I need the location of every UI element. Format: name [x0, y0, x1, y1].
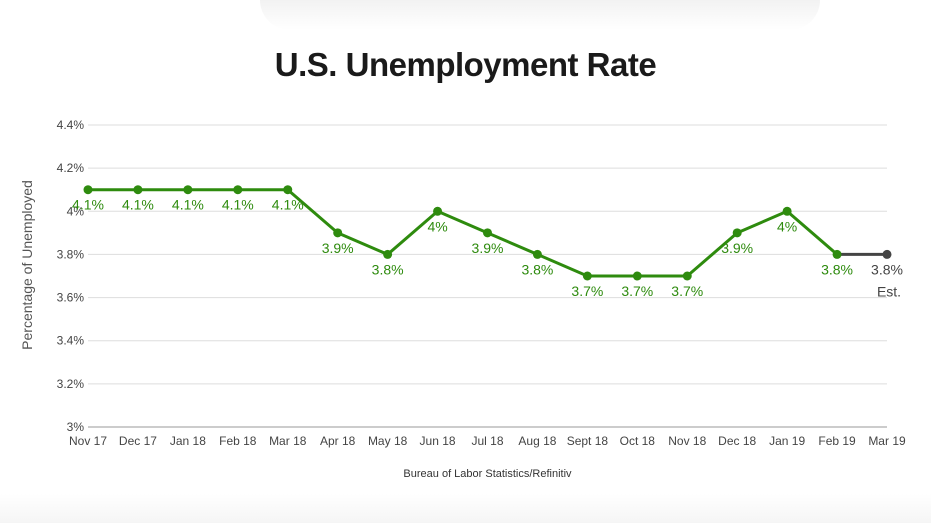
data-point [133, 185, 143, 195]
x-tick-label: Feb 19 [818, 434, 856, 448]
x-tick-label: Dec 17 [119, 434, 157, 448]
data-label: 4.1% [122, 197, 154, 213]
y-tick-label: 3.6% [57, 291, 85, 305]
data-label: 4.1% [72, 197, 104, 213]
series-line-actual [88, 188, 839, 278]
data-label: 4% [427, 218, 447, 234]
data-point [433, 206, 443, 216]
data-label: 3.7% [571, 283, 603, 299]
data-point [333, 228, 343, 238]
data-label: 3.7% [621, 283, 653, 299]
top-shade [260, 0, 820, 30]
y-tick-labels: 3% 3.2% 3.4% 3.6% 3.8% 4% 4.2% 4.4% [57, 118, 85, 434]
data-label: 3.9% [721, 240, 753, 256]
y-tick-label: 3% [67, 420, 85, 434]
data-point [483, 228, 492, 238]
y-tick-label: 4.4% [57, 118, 85, 132]
data-point [732, 228, 742, 238]
data-labels: 4.1% 4.1% 4.1% 4.1% 4.1% 3.9% 3.8% 4% 3.9% 3.8% 3.… [72, 197, 903, 300]
y-axis-label: Percentage of Unemployed [19, 180, 35, 350]
x-tick-label: Dec 18 [718, 434, 756, 448]
estimate-annotation: Est. [877, 283, 901, 299]
x-tick-label: Feb 18 [219, 434, 257, 448]
data-point [782, 206, 792, 216]
x-tick-labels: Nov 17 Dec 17 Jan 18 Feb 18 Mar 18 Apr 18 May … [69, 434, 906, 448]
data-point [882, 249, 892, 259]
data-label: 3.8% [871, 261, 903, 277]
data-point [183, 185, 193, 195]
y-tick-label: 4.2% [57, 161, 85, 175]
x-tick-label: Jan 18 [170, 434, 206, 448]
data-label: 3.8% [372, 261, 404, 277]
data-point [233, 185, 243, 195]
x-tick-label: Aug 18 [518, 434, 556, 448]
x-tick-label: Oct 18 [620, 434, 656, 448]
data-label: 4.1% [172, 197, 204, 213]
series-lines [88, 188, 887, 278]
data-point [682, 271, 692, 281]
y-tick-label: 3.8% [57, 247, 85, 261]
x-tick-label: Mar 19 [868, 434, 906, 448]
data-point [632, 271, 642, 281]
x-tick-label: Apr 18 [320, 434, 356, 448]
data-label: 4.1% [272, 197, 304, 213]
data-point [83, 185, 93, 195]
x-tick-label: Jul 18 [471, 434, 503, 448]
x-tick-label: Mar 18 [269, 434, 307, 448]
source-note: Bureau of Labor Statistics/Refinitiv [403, 468, 572, 480]
y-tick-label: 4% [67, 204, 85, 218]
x-tick-label: Jun 18 [420, 434, 456, 448]
bottom-shade [0, 493, 931, 523]
data-point [582, 271, 592, 281]
chart-title: U.S. Unemployment Rate [274, 46, 657, 83]
x-tick-label: Nov 17 [69, 434, 107, 448]
y-tick-label: 3.2% [57, 377, 85, 391]
x-tick-label: Nov 18 [668, 434, 706, 448]
data-point [283, 185, 293, 195]
data-label: 3.7% [671, 283, 703, 299]
x-tick-label: Jan 19 [769, 434, 805, 448]
data-label: 3.8% [821, 261, 853, 277]
data-point [832, 249, 842, 259]
x-tick-label: Sept 18 [567, 434, 609, 448]
data-point [532, 249, 542, 259]
data-label: 4% [777, 218, 797, 234]
data-label: 3.8% [521, 261, 553, 277]
data-label: 3.9% [322, 240, 354, 256]
x-tick-label: May 18 [368, 434, 408, 448]
data-label: 4.1% [222, 197, 254, 213]
data-points [83, 185, 892, 281]
grid-lines [88, 124, 887, 428]
data-label: 3.9% [472, 240, 504, 256]
y-tick-label: 3.4% [57, 334, 85, 348]
data-point [383, 249, 393, 259]
